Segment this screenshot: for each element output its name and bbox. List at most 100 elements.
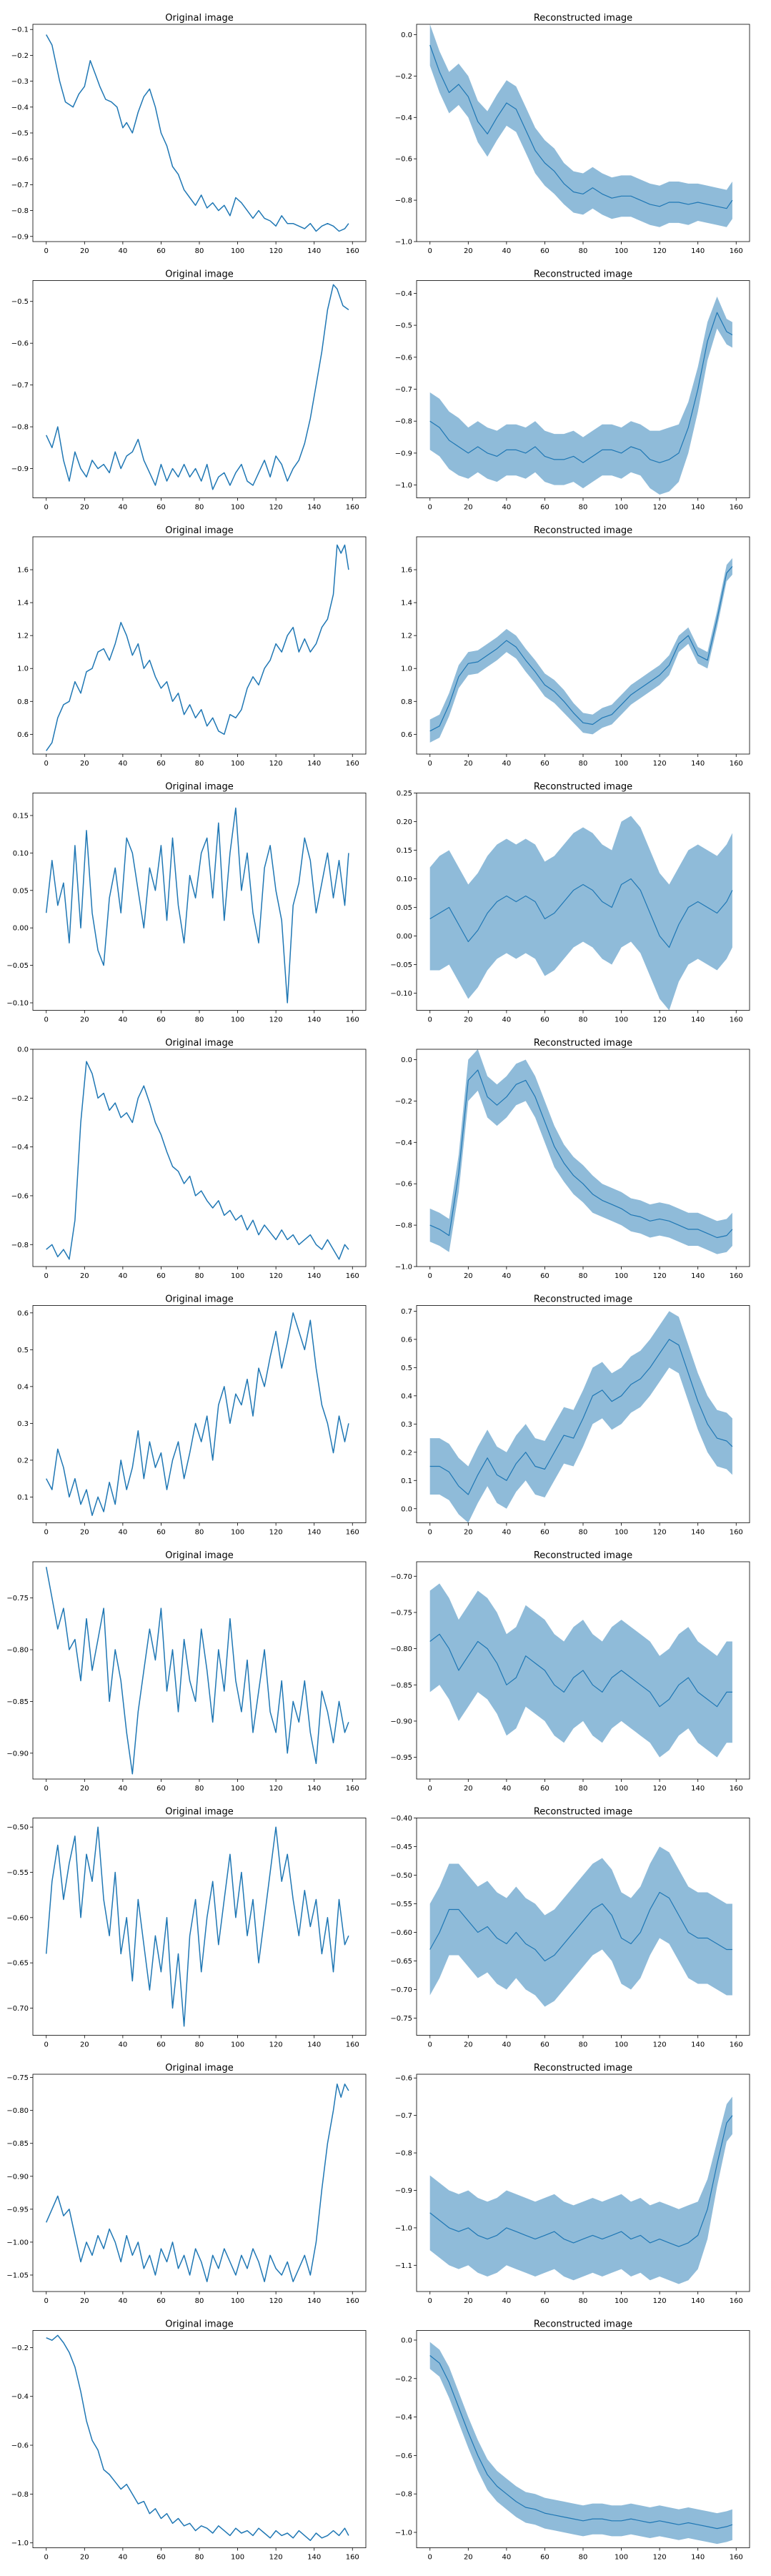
x-tick-label: 140 — [307, 247, 321, 255]
x-tick-label: 100 — [615, 2554, 628, 2562]
subplot-title: Reconstructed image — [534, 1807, 632, 1818]
y-tick-label: −0.7 — [395, 386, 412, 394]
y-tick-label: −0.50 — [390, 1872, 412, 1880]
x-tick-label: 60 — [540, 2297, 549, 2305]
y-tick-label: −0.8 — [395, 1222, 412, 1230]
x-tick-label: 60 — [540, 2554, 549, 2562]
x-tick-label: 100 — [231, 247, 244, 255]
x-tick-label: 140 — [307, 504, 321, 512]
series-line — [46, 284, 349, 490]
x-tick-label: 120 — [653, 504, 667, 512]
y-tick-label: 0.15 — [13, 812, 29, 820]
x-tick-label: 100 — [231, 504, 244, 512]
y-tick-label: 0.0 — [401, 1505, 412, 1513]
y-tick-label: −0.85 — [6, 1698, 29, 1706]
y-tick-label: −1.0 — [395, 2529, 412, 2537]
series-line — [429, 1633, 732, 1708]
y-tick-label: −1.00 — [6, 2239, 29, 2246]
y-tick-label: −0.80 — [390, 1645, 412, 1653]
x-tick-label: 80 — [579, 1272, 588, 1280]
x-tick-label: 140 — [691, 2297, 705, 2305]
subplot-original-3: Original image 0 20 40 60 80 100 120 140 160 −0.10… — [6, 782, 367, 1024]
y-tick-label: −0.4 — [395, 290, 412, 298]
x-tick-label: 0 — [44, 2041, 49, 2049]
x-tick-label: 100 — [231, 2041, 244, 2049]
y-tick-label: −0.60 — [6, 1914, 29, 1922]
y-tick-label: −0.9 — [395, 450, 412, 457]
y-tick-label: −0.95 — [390, 1754, 412, 1762]
subplot-reconstructed-1: Reconstructed image 0 20 40 60 80 100 120 140 160… — [395, 269, 750, 512]
y-tick-label: −0.75 — [6, 2074, 29, 2082]
y-tick-label: −0.8 — [395, 418, 412, 426]
x-tick-label: 80 — [195, 1785, 204, 1793]
y-tick-label: 0.2 — [401, 1449, 412, 1457]
x-tick-label: 80 — [195, 760, 204, 768]
x-tick-label: 140 — [307, 2041, 321, 2049]
subplot-title: Original image — [165, 782, 234, 793]
x-tick-label: 160 — [730, 760, 743, 768]
x-tick-label: 0 — [44, 504, 49, 512]
x-tick-label: 80 — [195, 2297, 204, 2305]
confidence-band — [429, 24, 732, 227]
subplot-original-8: Original image 0 20 40 60 80 100 120 140 160 −1.05… — [6, 2063, 367, 2305]
subplot-reconstructed-6: Reconstructed image 0 20 40 60 80 100 120 140 160… — [390, 1550, 750, 1793]
y-tick-label: 0.5 — [401, 1364, 412, 1372]
y-tick-label: −0.7 — [11, 182, 29, 189]
y-tick-label: −0.80 — [6, 2107, 29, 2115]
subplot-original-5: Original image 0 20 40 60 80 100 120 140 160 0.1 0.… — [17, 1294, 367, 1537]
y-tick-label: −0.8 — [395, 2491, 412, 2499]
subplot-reconstructed-9: Reconstructed image 0 20 40 60 80 100 120 140 160… — [395, 2319, 750, 2562]
x-tick-label: 120 — [269, 247, 283, 255]
x-tick-label: 20 — [80, 760, 89, 768]
confidence-band — [429, 1846, 732, 2007]
y-tick-label: −1.1 — [395, 2262, 412, 2270]
y-tick-label: −0.2 — [11, 52, 29, 60]
y-tick-label: 0.15 — [397, 847, 412, 855]
y-tick-label: −0.2 — [395, 73, 412, 81]
x-tick-label: 0 — [44, 2297, 49, 2305]
y-tick-label: −0.75 — [390, 1609, 412, 1617]
y-tick-label: −0.70 — [390, 1986, 412, 1994]
x-tick-label: 100 — [615, 504, 628, 512]
y-tick-label: 0.5 — [17, 1347, 29, 1354]
series-line — [429, 566, 733, 732]
x-tick-label: 0 — [44, 1785, 49, 1793]
x-tick-label: 0 — [44, 1272, 49, 1280]
x-tick-label: 100 — [615, 1529, 628, 1537]
x-tick-label: 20 — [80, 1016, 89, 1024]
x-tick-label: 40 — [502, 247, 512, 255]
y-tick-label: −1.05 — [6, 2272, 29, 2279]
x-tick-label: 140 — [307, 1272, 321, 1280]
y-tick-label: −1.0 — [11, 2540, 29, 2547]
y-tick-label: 0.7 — [401, 1308, 412, 1316]
x-tick-label: 20 — [464, 1529, 473, 1537]
x-tick-label: 160 — [346, 2297, 359, 2305]
x-tick-label: 40 — [502, 1785, 512, 1793]
y-tick-label: −0.75 — [6, 1595, 29, 1602]
x-tick-label: 80 — [579, 1529, 588, 1537]
y-tick-label: −0.4 — [395, 2414, 412, 2422]
x-tick-label: 160 — [346, 247, 359, 255]
x-tick-label: 100 — [231, 1016, 244, 1024]
x-tick-label: 60 — [156, 2041, 166, 2049]
y-tick-label: −0.70 — [390, 1573, 412, 1581]
x-tick-label: 60 — [156, 1016, 166, 1024]
y-tick-label: −0.6 — [11, 340, 29, 348]
y-tick-label: 1.4 — [401, 600, 412, 608]
x-tick-label: 140 — [691, 504, 705, 512]
subplot-title: Original image — [165, 525, 234, 536]
y-tick-label: −1.0 — [395, 2224, 412, 2232]
x-tick-label: 20 — [80, 2297, 89, 2305]
x-tick-label: 80 — [579, 2041, 588, 2049]
x-tick-label: 40 — [119, 760, 128, 768]
x-tick-label: 20 — [464, 2297, 473, 2305]
x-tick-label: 40 — [119, 1785, 128, 1793]
y-tick-label: −0.8 — [11, 207, 29, 215]
axes-frame — [32, 1818, 367, 2036]
x-tick-label: 60 — [156, 1529, 166, 1537]
x-tick-label: 100 — [231, 1785, 244, 1793]
confidence-band — [429, 816, 732, 1011]
y-tick-label: −0.8 — [395, 2150, 412, 2158]
y-tick-label: 0.4 — [401, 1392, 412, 1400]
x-tick-label: 60 — [540, 1529, 549, 1537]
